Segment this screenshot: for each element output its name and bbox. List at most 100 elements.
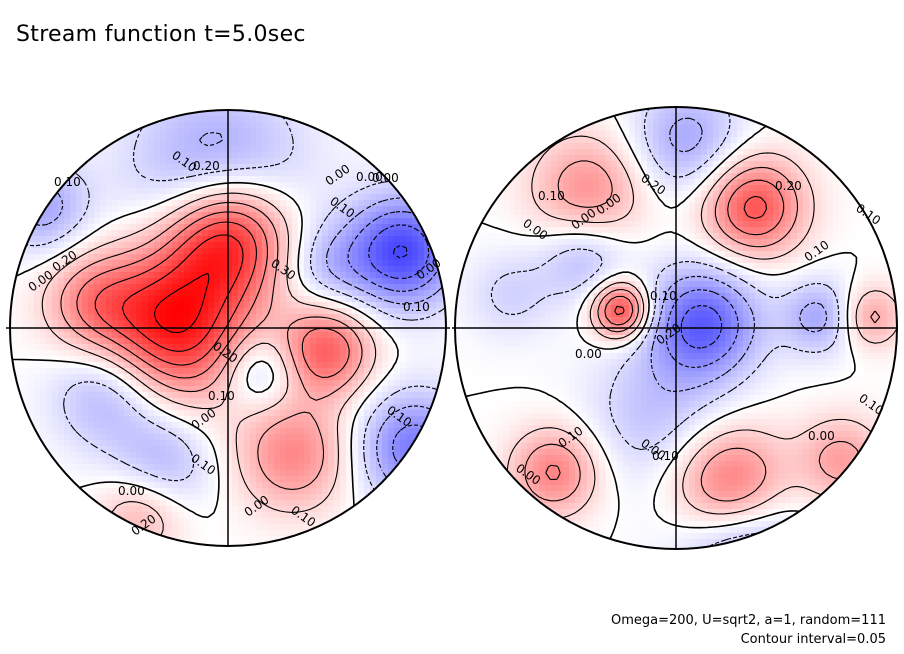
field-cell [292,518,299,525]
field-cell [352,386,359,393]
field-cell [376,458,383,465]
field-cell [406,368,413,375]
field-cell [232,284,239,291]
field-cell [629,143,636,150]
field-cell [202,302,209,309]
field-cell [142,218,149,225]
field-cell [58,458,65,465]
field-cell [202,326,209,333]
field-cell [286,290,293,297]
field-cell [154,338,161,345]
field-cell [298,386,305,393]
field-cell [106,470,113,477]
field-cell [232,404,239,411]
field-cell [34,284,41,291]
field-cell [280,134,287,141]
field-cell [671,131,678,138]
field-cell [689,125,696,132]
field-cell [148,224,155,231]
field-cell [677,131,684,138]
field-cell [166,290,173,297]
field-cell [10,332,17,339]
field-cell [364,254,371,261]
field-cell [76,194,83,201]
field-cell [268,506,275,513]
field-cell [364,368,371,375]
field-cell [707,143,714,150]
field-cell [274,218,281,225]
field-cell [178,176,185,183]
field-cell [274,350,281,357]
field-cell [569,167,576,174]
field-cell [82,404,89,411]
field-cell [58,248,65,255]
field-cell [148,320,155,327]
field-cell [412,218,419,225]
field-cell [587,173,594,180]
field-cell [346,332,353,339]
field-cell [250,338,257,345]
field-cell [563,161,570,168]
field-cell [346,512,353,519]
field-cell [316,518,323,525]
field-cell [154,350,161,357]
field-cell [394,404,401,411]
field-cell [376,470,383,477]
field-cell [322,356,329,363]
field-cell [196,344,203,351]
field-cell [220,422,227,429]
field-cell [316,482,323,489]
field-cell [160,434,167,441]
field-cell [280,128,287,135]
field-cell [64,386,71,393]
field-cell [394,272,401,279]
field-cell [743,149,750,156]
field-cell [244,302,251,309]
field-cell [521,179,528,186]
field-cell [40,326,47,333]
field-cell [605,167,612,174]
field-cell [262,302,269,309]
field-cell [76,230,83,237]
field-cell [623,131,630,138]
field-cell [70,182,77,189]
field-cell [124,278,131,285]
field-cell [256,200,263,207]
field-cell [112,500,119,507]
field-cell [539,143,546,150]
field-cell [208,494,215,501]
field-cell [298,368,305,375]
field-cell [250,326,257,333]
field-cell [358,200,365,207]
field-cell [232,158,239,165]
field-cell [599,185,606,192]
field-cell [268,140,275,147]
field-cell [803,149,810,156]
field-cell [154,368,161,375]
field-cell [214,386,221,393]
field-cell [154,386,161,393]
field-cell [232,128,239,135]
field-cell [124,434,131,441]
field-cell [214,440,221,447]
field-cell [352,326,359,333]
field-cell [124,500,131,507]
field-cell [382,440,389,447]
field-cell [412,332,419,339]
field-cell [166,440,173,447]
field-cell [268,374,275,381]
field-cell [184,194,191,201]
field-cell [286,134,293,141]
field-cell [136,146,143,153]
field-cell [220,170,227,177]
field-cell [737,167,744,174]
field-cell [142,284,149,291]
field-cell [268,194,275,201]
field-cell [767,161,774,168]
field-cell [94,404,101,411]
field-cell [388,320,395,327]
field-cell [370,212,377,219]
field-cell [118,512,125,519]
field-cell [232,242,239,249]
field-cell [172,452,179,459]
